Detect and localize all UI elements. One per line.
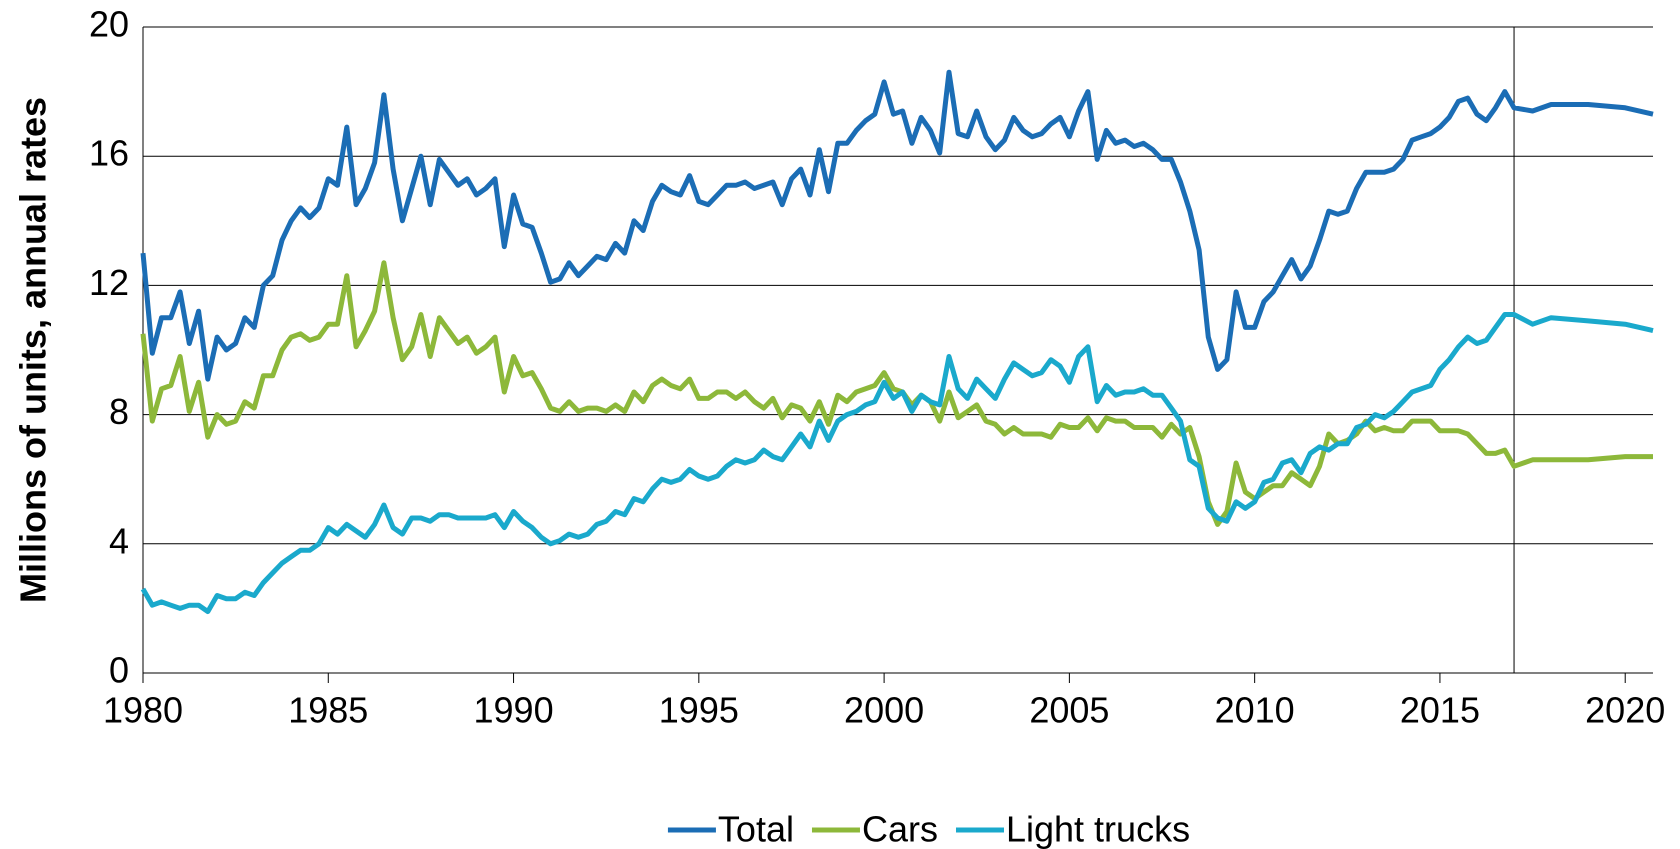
series-line bbox=[140, 69, 1654, 382]
y-tick-label: 16 bbox=[89, 133, 129, 174]
legend: Total Cars Light trucks bbox=[667, 809, 1190, 849]
legend-label: Total bbox=[718, 809, 794, 849]
x-tick-label: 1990 bbox=[474, 690, 554, 731]
y-axis-label: Millions of units, annual rates bbox=[13, 97, 54, 603]
x-tick-label: 2015 bbox=[1400, 690, 1480, 731]
y-tick-label: 4 bbox=[109, 520, 129, 561]
x-tick-label: 2010 bbox=[1215, 690, 1295, 731]
x-tick-label: 1995 bbox=[659, 690, 739, 731]
y-tick-label: 0 bbox=[109, 650, 129, 691]
x-tick-label: 1985 bbox=[288, 690, 368, 731]
y-tick-label: 12 bbox=[89, 262, 129, 303]
x-tick-label: 2005 bbox=[1029, 690, 1109, 731]
y-tick-label: 20 bbox=[89, 4, 129, 45]
x-tick-label: 2000 bbox=[844, 690, 924, 731]
legend-label: Cars bbox=[862, 809, 938, 849]
x-tick-label: 2020 bbox=[1585, 690, 1665, 731]
series-line bbox=[140, 312, 1654, 615]
legend-label: Light trucks bbox=[1006, 809, 1190, 849]
x-tick-label: 1980 bbox=[103, 690, 183, 731]
y-tick-label: 8 bbox=[109, 391, 129, 432]
